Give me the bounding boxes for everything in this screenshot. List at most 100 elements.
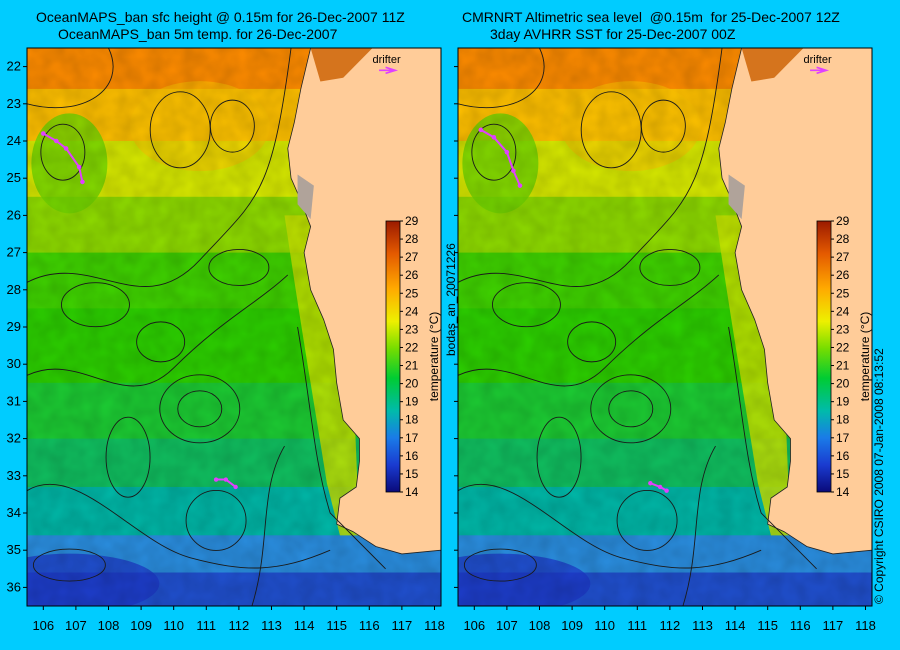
sea-height-contour — [536, 416, 582, 498]
y-tick-label: 31 — [7, 393, 21, 408]
drifter-marker — [648, 481, 653, 486]
sea-height-contour — [616, 489, 678, 551]
colorbar-tick-label: 20 — [836, 377, 850, 391]
colorbar-label: temperature (°C) — [858, 312, 872, 402]
y-tick-label: 27 — [7, 245, 21, 260]
y-tick-label: 29 — [7, 319, 21, 334]
colorbar-tick-label: 26 — [836, 268, 850, 282]
x-tick-label: 113 — [261, 618, 282, 633]
x-tick-label: 115 — [757, 618, 778, 633]
sea-height-contour — [608, 390, 654, 428]
drifter-marker — [517, 183, 523, 188]
colorbar-tick-label: 25 — [836, 286, 850, 300]
drifter-marker — [76, 164, 82, 170]
colorbar-tick-label: 23 — [405, 322, 419, 336]
land-relief — [741, 48, 804, 82]
colorbar-tick-label: 28 — [405, 232, 419, 246]
drifter-marker — [478, 127, 484, 133]
sea-height-contour — [177, 390, 223, 428]
colorbar — [385, 220, 401, 493]
colorbar-tick-label: 19 — [836, 395, 850, 409]
sea-height-contour — [471, 123, 517, 181]
sea-height-contour — [297, 326, 386, 570]
x-tick-label: 117 — [823, 618, 844, 633]
drifter-legend-label: drifter — [373, 54, 401, 66]
y-tick-label: 25 — [7, 170, 21, 185]
colorbar-tick-label: 18 — [405, 413, 419, 427]
y-tick-label: 30 — [7, 356, 21, 371]
plot-frame — [457, 47, 873, 607]
land-relief — [310, 48, 373, 82]
drifter-marker — [213, 477, 219, 482]
left-title-line2: OceanMAPS_ban 5m temp. for 26-Dec-2007 — [58, 26, 338, 42]
x-tick-label: 106 — [463, 618, 485, 633]
sea-height-contour — [251, 445, 285, 606]
colorbar-tick-label: 15 — [405, 467, 419, 481]
sea-height-contour — [136, 321, 186, 363]
plot-frame — [26, 47, 442, 607]
x-tick-label: 108 — [529, 618, 551, 633]
x-tick-label: 108 — [98, 618, 120, 633]
colorbar-tick-label: 29 — [836, 214, 850, 228]
colorbar-tick-label: 24 — [836, 304, 850, 318]
x-tick-label: 106 — [32, 618, 54, 633]
sea-height-contour — [682, 445, 716, 606]
x-tick-label: 114 — [294, 618, 315, 633]
colorbar-tick-label: 22 — [836, 340, 850, 354]
right-title-line2: 3day AVHRR SST for 25-Dec-2007 00Z — [490, 26, 736, 42]
sea-height-contour — [208, 249, 270, 286]
sea-height-contour — [27, 483, 331, 569]
colorbar-tick-label: 14 — [405, 485, 419, 499]
sea-height-contour — [458, 48, 545, 109]
sea-height-contour — [61, 282, 130, 328]
drifter-marker — [664, 488, 669, 493]
colorbar-tick-label: 26 — [405, 268, 419, 282]
y-tick-label: 28 — [7, 282, 21, 297]
colorbar-tick-label: 17 — [405, 431, 419, 445]
sea-height-contour — [32, 548, 106, 582]
sea-height-contour — [567, 321, 617, 363]
drifter-marker — [63, 146, 69, 151]
drifter-marker — [54, 138, 59, 144]
colorbar-tick-label: 25 — [405, 286, 419, 300]
sea-height-contour — [639, 249, 701, 286]
colorbar-tick-label: 19 — [405, 395, 419, 409]
sea-height-contour — [159, 374, 241, 444]
x-tick-label: 117 — [392, 618, 413, 633]
drifter-marker — [511, 168, 516, 174]
drifter-legend-marker — [810, 66, 830, 75]
x-tick-label: 116 — [359, 618, 380, 633]
x-tick-label: 110 — [594, 618, 615, 633]
colorbar-tick-label: 17 — [836, 431, 850, 445]
x-tick-label: 112 — [660, 618, 681, 633]
x-tick-label: 111 — [627, 618, 647, 633]
sea-height-contour — [185, 489, 247, 551]
drifter-marker — [657, 484, 663, 490]
sea-height-contour — [105, 416, 151, 498]
y-tick-label: 32 — [7, 431, 21, 446]
colorbar-tick-label: 27 — [836, 250, 850, 264]
sea-height-contour — [27, 48, 292, 287]
drifter-marker — [504, 149, 510, 155]
drifter-legend-label: drifter — [804, 54, 832, 66]
y-tick-label: 34 — [7, 505, 21, 520]
sea-height-contour — [40, 123, 86, 181]
sea-height-contour — [463, 548, 537, 582]
x-tick-label: 113 — [692, 618, 713, 633]
x-tick-label: 109 — [130, 618, 152, 633]
colorbar-tick-label: 16 — [405, 449, 419, 463]
colorbar-tick-label: 20 — [405, 377, 419, 391]
drifter-marker — [223, 477, 229, 482]
sea-height-contour — [458, 274, 720, 387]
colorbar-tick-label: 18 — [836, 413, 850, 427]
drifter-marker — [40, 131, 46, 136]
x-tick-label: 118 — [424, 618, 445, 633]
colorbar — [816, 220, 832, 493]
sea-height-contour — [492, 282, 561, 328]
x-tick-label: 111 — [196, 618, 216, 633]
left-title-line1: OceanMAPS_ban sfc height @ 0.15m for 26-… — [36, 9, 405, 25]
left-map — [27, 48, 441, 606]
y-tick-label: 24 — [7, 133, 21, 148]
colorbar-tick-label: 21 — [836, 359, 850, 373]
sea-height-contour — [458, 483, 762, 569]
